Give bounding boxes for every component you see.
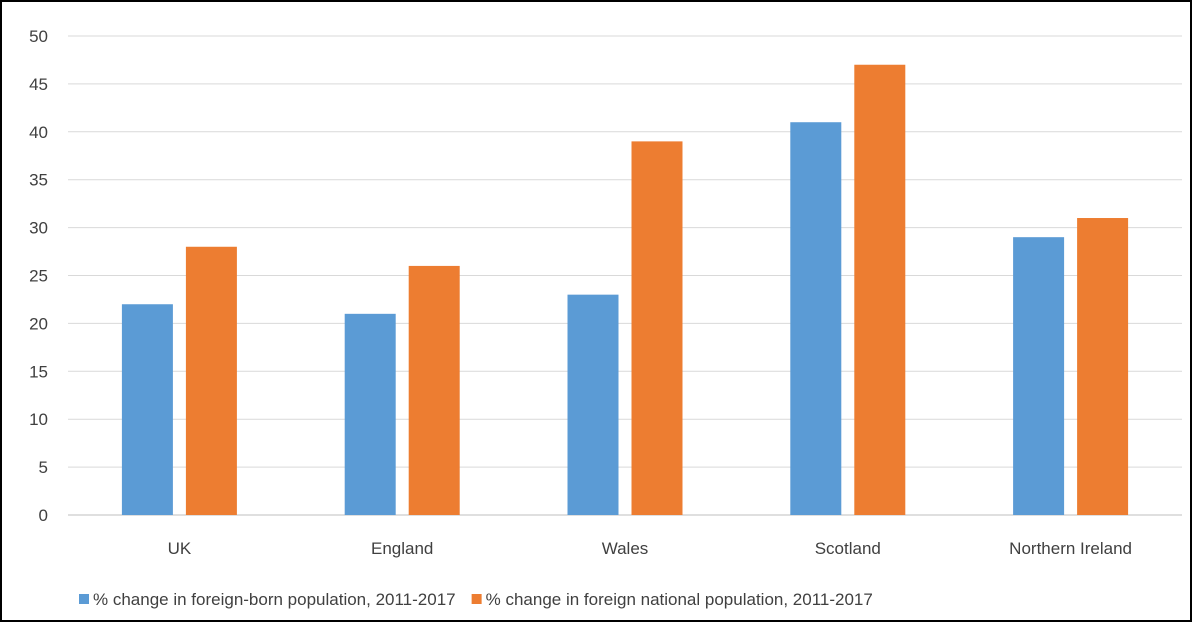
y-tick-label: 50 xyxy=(29,27,48,46)
bar-uk-series-1 xyxy=(121,304,173,515)
x-tick-label: Northern Ireland xyxy=(1009,539,1132,558)
x-tick-label: UK xyxy=(168,539,192,558)
bar-uk-series-2 xyxy=(185,246,237,515)
x-tick-label: Scotland xyxy=(815,539,881,558)
legend-label-series-2: % change in foreign national population,… xyxy=(486,590,873,609)
y-tick-label: 0 xyxy=(39,506,48,525)
bar-northern-ireland-series-2 xyxy=(1077,218,1129,515)
legend-swatch-series-1 xyxy=(79,594,89,604)
y-tick-label: 15 xyxy=(29,362,48,381)
bar-scotland-series-2 xyxy=(854,64,906,516)
bar-northern-ireland-series-1 xyxy=(1013,237,1065,515)
y-tick-label: 30 xyxy=(29,219,48,238)
bar-scotland-series-1 xyxy=(790,122,842,515)
bar-england-series-1 xyxy=(344,313,396,515)
y-tick-label: 40 xyxy=(29,123,48,142)
y-tick-label: 5 xyxy=(39,458,48,477)
x-tick-label: England xyxy=(371,539,433,558)
bar-england-series-2 xyxy=(408,265,460,515)
y-tick-label: 25 xyxy=(29,267,48,286)
x-tick-label: Wales xyxy=(602,539,649,558)
y-tick-label: 10 xyxy=(29,410,48,429)
legend-swatch-series-2 xyxy=(471,594,482,604)
legend-label-series-1: % change in foreign-born population, 201… xyxy=(93,590,456,609)
y-tick-label: 45 xyxy=(29,75,48,94)
y-tick-label: 35 xyxy=(29,171,48,190)
bar-wales-series-1 xyxy=(567,294,619,515)
bar-wales-series-2 xyxy=(631,141,683,515)
y-tick-label: 20 xyxy=(29,314,48,333)
